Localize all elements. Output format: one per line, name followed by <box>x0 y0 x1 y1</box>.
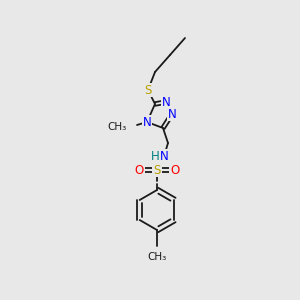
Text: H: H <box>151 149 159 163</box>
Text: S: S <box>144 83 152 97</box>
Text: N: N <box>142 116 152 128</box>
Text: O: O <box>170 164 180 176</box>
Text: N: N <box>162 95 170 109</box>
Text: S: S <box>153 164 161 176</box>
Text: CH₃: CH₃ <box>147 252 167 262</box>
Text: O: O <box>134 164 144 176</box>
Text: CH₃: CH₃ <box>108 122 127 132</box>
Text: N: N <box>168 107 176 121</box>
Text: N: N <box>160 149 168 163</box>
